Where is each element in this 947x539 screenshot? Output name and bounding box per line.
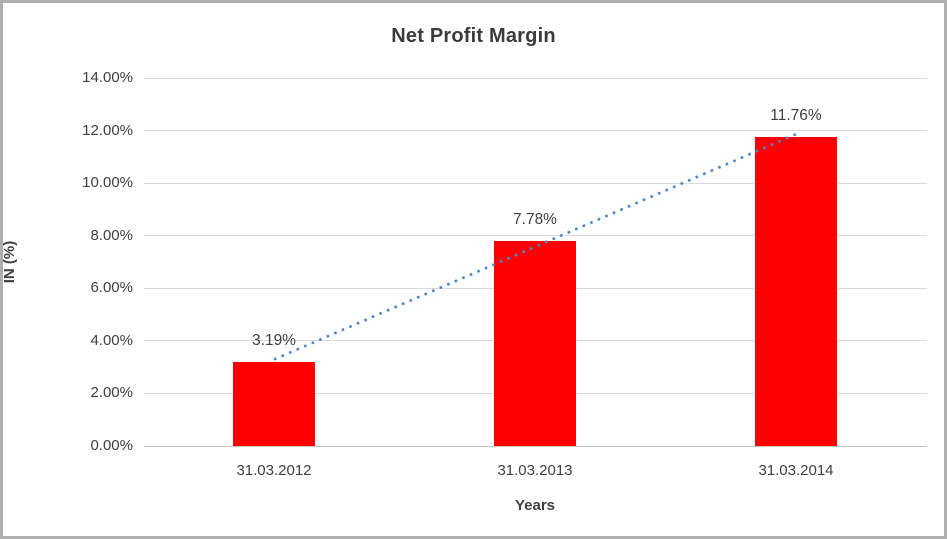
x-tick-label: 31.03.2014	[758, 462, 834, 479]
x-tick-label: 31.03.2013	[497, 462, 573, 479]
gridline	[143, 77, 927, 79]
x-axis-title: Years	[514, 497, 556, 514]
bar	[755, 136, 837, 446]
y-tick-label: 2.00%	[90, 384, 133, 402]
y-tick-label: 14.00%	[82, 69, 133, 86]
y-tick-label: 10.00%	[82, 174, 133, 192]
bar	[233, 362, 315, 446]
chart-title: Net Profit Margin	[391, 25, 556, 47]
bar-data-label: 11.76%	[770, 106, 822, 124]
bar-data-label: 3.19%	[252, 332, 296, 350]
y-tick-label: 6.00%	[90, 279, 133, 297]
y-tick-label: 12.00%	[82, 121, 133, 139]
y-tick-label: 8.00%	[90, 226, 133, 244]
x-tick-label: 31.03.2012	[236, 462, 312, 479]
gridline	[143, 130, 927, 132]
y-tick-label: 0.00%	[90, 437, 133, 454]
y-axis-title: IN (%)	[1, 240, 18, 284]
y-tick-label: 4.00%	[90, 331, 133, 349]
bar	[494, 241, 576, 446]
x-axis-line	[143, 445, 927, 447]
bar-data-label: 7.78%	[513, 211, 557, 229]
